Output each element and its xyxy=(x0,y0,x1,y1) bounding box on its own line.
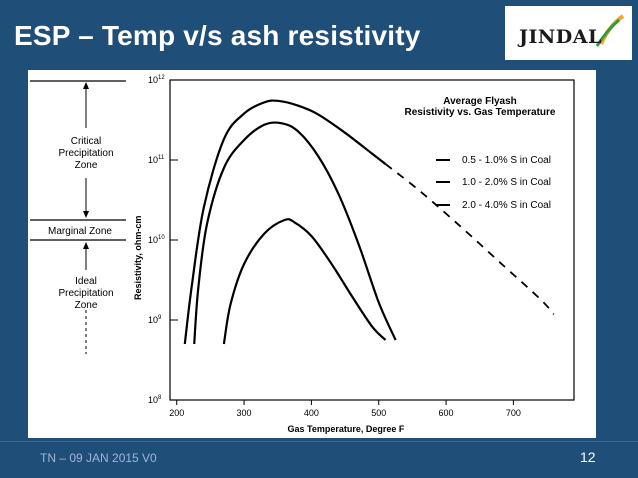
ideal-zone-label-2: Precipitation xyxy=(58,288,113,299)
arrow-up-icon xyxy=(83,82,89,89)
x-axis-label: Gas Temperature, Degree F xyxy=(288,424,405,434)
resistivity-chart: Critical Precipitation Zone Marginal Zon… xyxy=(30,75,575,434)
legend-label-2: 1.0 - 2.0% S in Coal xyxy=(462,177,551,188)
x-tick-label: 500 xyxy=(371,408,386,418)
ideal-zone-label-3: Zone xyxy=(75,300,98,311)
zone-diagram: Critical Precipitation Zone Marginal Zon… xyxy=(30,80,126,354)
y-tick-label: 108 xyxy=(148,395,162,405)
critical-zone-label-1: Critical xyxy=(71,136,102,147)
logo-swoosh-icon xyxy=(595,14,625,47)
x-tick-label: 200 xyxy=(169,408,184,418)
chart-title-line-1: Average Flyash xyxy=(443,96,517,107)
critical-zone-label-3: Zone xyxy=(75,160,98,171)
series-line-1 xyxy=(183,99,387,345)
chart-figure: Critical Precipitation Zone Marginal Zon… xyxy=(28,70,596,438)
y-tick-exponent: 9 xyxy=(158,315,162,321)
logo-text: JINDAL xyxy=(519,26,602,48)
arrow-down-icon xyxy=(83,211,89,218)
y-tick-label: 1011 xyxy=(148,155,165,165)
footer-text: TN – 09 JAN 2015 V0 xyxy=(40,451,157,465)
x-tick-label: 600 xyxy=(439,408,454,418)
legend: 0.5 - 1.0% S in Coal 1.0 - 2.0% S in Coa… xyxy=(436,155,551,211)
critical-zone-label-2: Precipitation xyxy=(58,148,113,159)
x-tick-label: 400 xyxy=(304,408,319,418)
page-number: 12 xyxy=(580,449,596,465)
y-tick-exponent: 10 xyxy=(158,235,165,241)
slide-title: ESP – Temp v/s ash resistivity xyxy=(14,20,421,51)
legend-label-3: 2.0 - 4.0% S in Coal xyxy=(462,200,551,211)
y-axis-label: Resistivity, ohm-cm xyxy=(133,216,143,300)
data-curves xyxy=(183,99,555,345)
footer-divider xyxy=(0,441,638,442)
ideal-zone-label-1: Ideal xyxy=(75,276,97,287)
series-line-3 xyxy=(193,121,397,345)
series-line-4 xyxy=(222,218,387,345)
legend-label-1: 0.5 - 1.0% S in Coal xyxy=(462,155,551,166)
arrow-up-icon xyxy=(83,242,89,249)
jindal-logo: JINDAL xyxy=(505,6,632,60)
y-tick-label: 1010 xyxy=(148,235,165,245)
y-tick-exponent: 11 xyxy=(158,155,165,161)
x-tick-label: 300 xyxy=(237,408,252,418)
chart-title-line-2: Resistivity vs. Gas Temperature xyxy=(405,107,556,118)
marginal-zone-label: Marginal Zone xyxy=(48,226,112,237)
x-tick-label: 700 xyxy=(506,408,521,418)
y-tick-label: 1012 xyxy=(148,75,165,85)
series-line-extrapolated xyxy=(384,163,555,315)
y-tick-exponent: 12 xyxy=(158,75,165,81)
y-tick-label: 109 xyxy=(148,315,162,325)
y-tick-exponent: 8 xyxy=(158,395,162,401)
